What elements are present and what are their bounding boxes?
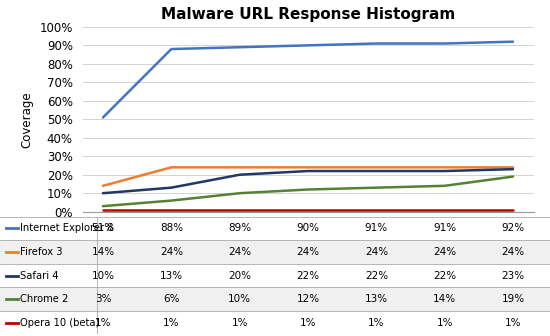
Text: 23%: 23%	[502, 270, 525, 281]
Text: 13%: 13%	[160, 270, 183, 281]
Text: 14%: 14%	[433, 294, 456, 304]
Text: 20%: 20%	[228, 270, 251, 281]
Bar	[0, 287, 550, 311]
Text: 1%: 1%	[232, 318, 248, 328]
Text: Chrome 2: Chrome 2	[20, 294, 69, 304]
Bar	[0, 240, 550, 264]
Text: 91%: 91%	[433, 223, 456, 234]
Text: 89%: 89%	[228, 223, 251, 234]
Text: Internet Explorer 8: Internet Explorer 8	[20, 223, 114, 234]
Text: 14%: 14%	[91, 247, 114, 257]
Text: 88%: 88%	[160, 223, 183, 234]
Bar	[0, 311, 550, 334]
Text: 1%: 1%	[436, 318, 453, 328]
Text: 24%: 24%	[160, 247, 183, 257]
Text: 10%: 10%	[91, 270, 114, 281]
Text: 19%: 19%	[502, 294, 525, 304]
Text: 22%: 22%	[365, 270, 388, 281]
Y-axis label: Coverage: Coverage	[21, 91, 34, 148]
Text: 13%: 13%	[365, 294, 388, 304]
Text: Safari 4: Safari 4	[20, 270, 59, 281]
Text: 6%: 6%	[163, 294, 180, 304]
Text: 3%: 3%	[95, 294, 111, 304]
Text: 10%: 10%	[228, 294, 251, 304]
Text: 12%: 12%	[296, 294, 320, 304]
Text: 22%: 22%	[296, 270, 320, 281]
Text: 1%: 1%	[368, 318, 384, 328]
Bar	[0, 264, 550, 287]
Text: 24%: 24%	[296, 247, 320, 257]
Text: 1%: 1%	[163, 318, 180, 328]
Text: 90%: 90%	[296, 223, 320, 234]
Text: Firefox 3: Firefox 3	[20, 247, 63, 257]
Text: 51%: 51%	[91, 223, 114, 234]
Text: 92%: 92%	[502, 223, 525, 234]
Title: Malware URL Response Histogram: Malware URL Response Histogram	[161, 6, 455, 22]
Text: 91%: 91%	[365, 223, 388, 234]
Text: 24%: 24%	[365, 247, 388, 257]
Bar	[0, 217, 550, 240]
Text: 1%: 1%	[300, 318, 316, 328]
Text: 1%: 1%	[505, 318, 521, 328]
Text: 1%: 1%	[95, 318, 111, 328]
Text: 24%: 24%	[502, 247, 525, 257]
Text: 24%: 24%	[433, 247, 456, 257]
Text: Opera 10 (beta): Opera 10 (beta)	[20, 318, 100, 328]
Text: 22%: 22%	[433, 270, 456, 281]
Text: 24%: 24%	[228, 247, 251, 257]
